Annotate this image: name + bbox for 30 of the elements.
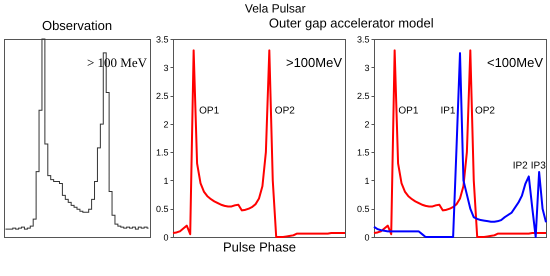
annotation: IP3 xyxy=(530,160,546,172)
x-axis-title: Pulse Phase xyxy=(223,240,296,254)
annotation: OP2 xyxy=(274,105,296,116)
y-tick-label: 2 xyxy=(163,119,168,130)
y-tick-label: 2 xyxy=(364,119,370,130)
y-tick-label: 1 xyxy=(364,176,370,186)
y-tick-label: 0.5 xyxy=(156,204,168,214)
y-tick-label: 0 xyxy=(163,232,168,242)
y-tick-label: 3 xyxy=(364,62,370,73)
annotation: OP2 xyxy=(474,105,496,116)
y-tick-label: 3.5 xyxy=(356,34,370,44)
y-tick-label: 3 xyxy=(163,62,168,73)
annotation: OP1 xyxy=(398,105,419,116)
annotation: OP1 xyxy=(199,105,220,116)
chart-title: Observation xyxy=(42,18,112,33)
annotation: IP1 xyxy=(440,105,456,116)
line-series xyxy=(172,49,346,238)
y-tick-label: 2.5 xyxy=(156,91,168,102)
chart-title: Vela Pulsar xyxy=(244,2,306,16)
y-tick-label: 1.5 xyxy=(356,148,370,158)
y-tick-label: 0.5 xyxy=(356,204,370,214)
annotation: >100MeV xyxy=(286,55,342,70)
y-tick-label: 0 xyxy=(364,232,370,242)
y-tick-label: 1.5 xyxy=(156,148,168,158)
y-tick-label: 3.5 xyxy=(156,34,168,44)
chart-subtitle: Outer gap accelerator model xyxy=(268,16,434,30)
annotation: IP2 xyxy=(512,160,528,172)
y-tick-label: 1 xyxy=(163,176,168,186)
annotation: <100MeV xyxy=(486,55,544,70)
y-tick-label: 2.5 xyxy=(356,91,370,102)
